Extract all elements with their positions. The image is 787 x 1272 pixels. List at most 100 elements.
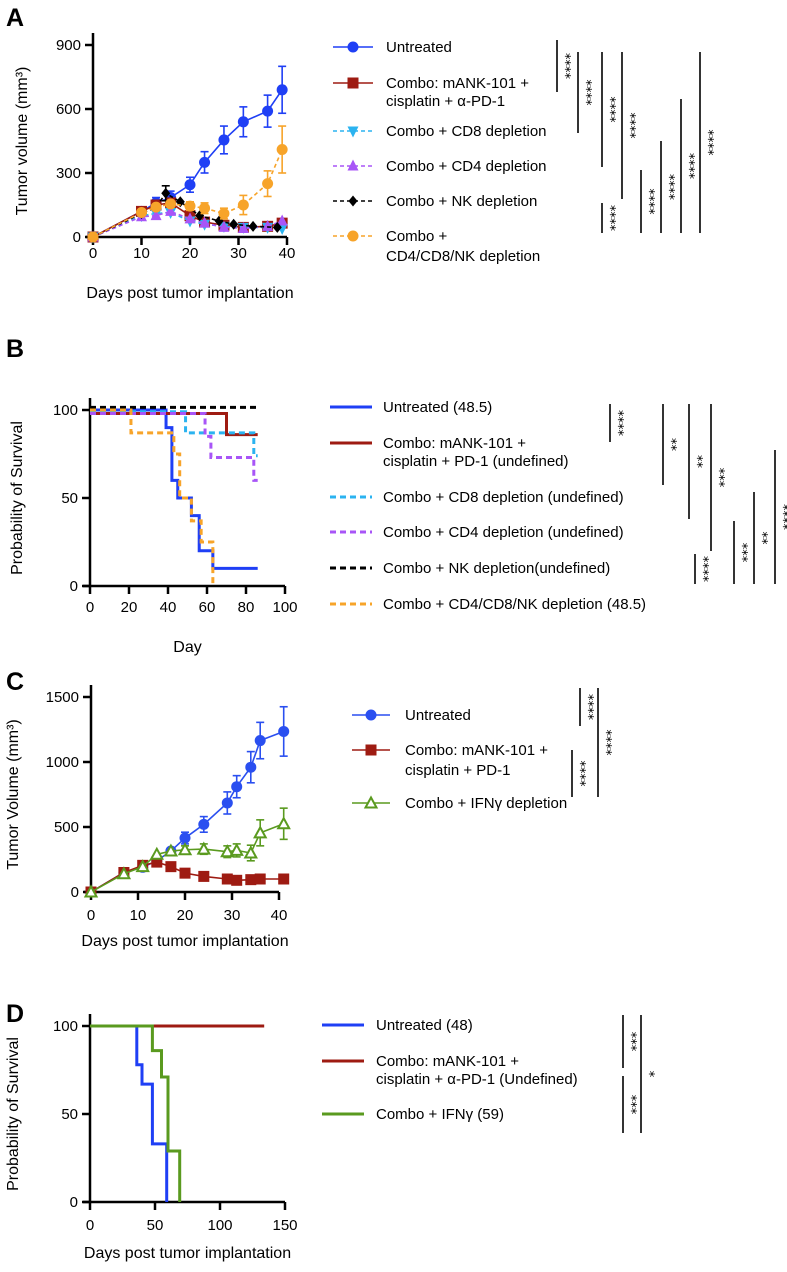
y-tick-label: 0: [70, 578, 78, 595]
legend-label: cisplatin + α-PD-1: [386, 93, 505, 110]
triangle-open-marker: [220, 844, 235, 858]
significance-bracket: ****: [640, 170, 656, 233]
significance-stars: ****: [641, 189, 656, 216]
series-2: [90, 410, 258, 458]
square-marker: [278, 873, 290, 885]
circle-marker: [179, 832, 191, 844]
square-marker: [198, 870, 210, 882]
square-marker: [245, 874, 257, 886]
square-marker: [221, 873, 233, 885]
square-marker: [347, 77, 359, 89]
triangle-up-marker: [165, 204, 177, 216]
circle-marker: [136, 206, 147, 218]
significance-stars: ****: [700, 130, 715, 157]
significance-stars: ****: [578, 80, 593, 107]
significance-stars: ****: [622, 113, 637, 140]
legend-item: Combo + IFNγ (59): [322, 1106, 504, 1123]
y-tick-label: 500: [54, 819, 79, 836]
significance-bracket: ***: [710, 404, 726, 551]
triangle-open-marker: [276, 816, 291, 830]
series-0: [90, 1024, 169, 1202]
legend-label: cisplatin + PD-1 (undefined): [383, 453, 569, 470]
significance-bracket: ****: [609, 404, 625, 442]
circle-marker: [262, 105, 274, 117]
significance-bracket: **: [688, 404, 704, 519]
circle-marker: [165, 198, 177, 210]
legend-label: Combo + CD4/CD8/NK depletion (48.5): [383, 596, 646, 613]
circle-marker: [237, 116, 249, 128]
legend-item: Combo + IFNγ depletion: [352, 795, 567, 812]
significance-bracket: ***: [622, 1015, 638, 1068]
significance-stars: **: [663, 438, 678, 452]
series-line: [92, 89, 283, 238]
legend-label: Untreated (48): [376, 1017, 473, 1034]
x-tick-label: 30: [224, 907, 241, 924]
x-tick-label: 150: [272, 1217, 297, 1234]
square-marker: [151, 856, 163, 868]
triangle-open-marker: [149, 846, 164, 860]
survival-curve: [90, 1024, 169, 1202]
significance-bracket: ****: [597, 688, 613, 797]
triangle-open-marker: [363, 795, 379, 809]
circle-marker: [150, 201, 162, 213]
circle-marker: [231, 781, 243, 793]
circle-marker: [347, 41, 359, 53]
significance-stars: ***: [711, 468, 726, 488]
survival-curve: [90, 412, 258, 482]
panel-letter: C: [6, 668, 24, 696]
triangle-open-marker: [196, 841, 211, 855]
series-1: [90, 412, 258, 437]
legend-item: Untreated: [333, 39, 452, 56]
survival-curve: [90, 410, 258, 458]
legend-item: Combo: mANK-101 + cisplatin + PD-1: [352, 742, 548, 779]
significance-stars: ****: [580, 694, 595, 721]
legend-label: Combo + CD8 depletion (undefined): [383, 489, 624, 506]
y-tick-label: 900: [56, 37, 81, 54]
circle-marker: [237, 199, 249, 211]
legend-label: Combo: mANK-101 +: [376, 1053, 519, 1070]
circle-marker: [87, 231, 99, 243]
survival-curve: [90, 412, 258, 437]
circle-marker: [254, 735, 266, 747]
triangle-up-marker: [150, 209, 162, 221]
significance-stars: ****: [598, 730, 613, 757]
panel-b: B 0 20 40 60 80 100 0 50 100 Day Probability of Sur…: [6, 335, 787, 656]
circle-marker: [276, 84, 288, 96]
significance-bracket: ****: [774, 450, 787, 584]
circle-marker: [278, 725, 290, 737]
x-tick-label: 20: [121, 599, 138, 616]
legend-label: Combo: mANK-101 +: [405, 742, 548, 759]
square-marker: [165, 861, 177, 873]
x-tick-label: 100: [207, 1217, 232, 1234]
circle-marker: [184, 200, 196, 212]
panel-letter: B: [6, 335, 24, 363]
x-tick-label: 10: [130, 907, 147, 924]
triangle-up-marker: [276, 214, 288, 226]
legend-item: Combo + NK depletion(undefined): [330, 560, 610, 577]
significance-bracket: ****: [621, 52, 637, 199]
y-tick-label: 100: [53, 1018, 78, 1035]
legend-item: Combo + CD4/CD8/NK depletion (48.5): [330, 596, 646, 613]
significance-bracket: ****: [579, 688, 595, 726]
x-tick-label: 60: [199, 599, 216, 616]
legend-item: Combo: mANK-101 +cisplatin + α-PD-1: [333, 75, 529, 110]
significance-bracket: ****: [601, 203, 617, 233]
significance-stars: **: [754, 532, 769, 546]
legend-label: Combo + NK depletion(undefined): [383, 560, 610, 577]
survival-curve: [90, 408, 215, 586]
triangle-open-marker: [163, 843, 179, 857]
legend-item: Untreated: [352, 707, 471, 724]
diamond-marker: [248, 220, 258, 232]
legend-item: Combo + CD4 depletion: [333, 158, 547, 175]
significance-stars: ****: [661, 174, 676, 201]
significance-bracket: ****: [660, 141, 676, 233]
significance-bracket: ****: [694, 554, 710, 584]
legend-label: Combo + CD4 depletion: [386, 158, 547, 175]
x-tick-label: 20: [182, 245, 199, 262]
x-tick-label: 100: [272, 599, 297, 616]
significance-bracket: ****: [699, 52, 715, 233]
x-tick-label: 20: [177, 907, 194, 924]
legend-label: cisplatin + PD-1: [405, 762, 510, 779]
square-marker: [365, 744, 377, 756]
significance-bracket: ***: [733, 521, 749, 584]
